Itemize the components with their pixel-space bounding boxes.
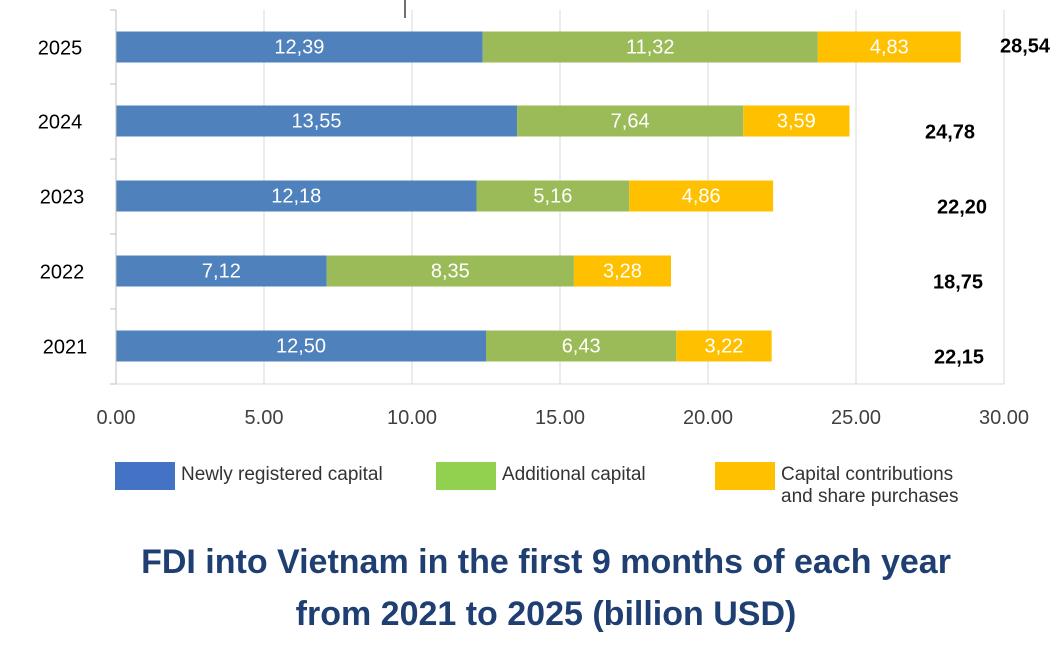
category-label-2024: 2024 (38, 111, 83, 133)
category-label-2021: 2021 (43, 336, 88, 358)
total-label-2022: 18,75 (933, 271, 983, 293)
bar-contrib-2023 (629, 180, 774, 212)
data-label-contrib-2022: 3,28 (603, 260, 642, 282)
legend-label-contributions-line1: Capital contributions (781, 464, 954, 485)
data-labels: 12,39 11,32 4,83 28,54 13,55 7,64 3,59 24,78 12,… (202, 35, 1051, 368)
bar-newly-2021 (116, 330, 486, 362)
data-label-newly-2021: 12,50 (276, 335, 326, 357)
data-label-additional-2022: 8,35 (431, 260, 470, 282)
data-label-contrib-2025: 4,83 (870, 36, 909, 58)
bar-contrib-2024 (743, 105, 850, 137)
bar-newly-2025 (116, 31, 483, 63)
legend-swatch-additional (436, 462, 496, 490)
data-label-additional-2025: 11,32 (626, 36, 675, 58)
legend-item-newly-registered: Newly registered capital (115, 462, 383, 490)
bar-newly-2023 (116, 180, 477, 212)
data-label-newly-2022: 7,12 (202, 260, 241, 282)
legend-swatch-newly-registered (115, 462, 175, 490)
x-tick-label-5: 25.00 (831, 407, 881, 429)
data-label-newly-2025: 12,39 (274, 36, 324, 58)
total-label-2023: 22,20 (937, 196, 987, 218)
chart-title-line1: FDI into Vietnam in the first 9 months o… (141, 543, 951, 581)
legend-item-contributions: Capital contributions and share purchase… (715, 462, 958, 508)
legend-item-additional: Additional capital (436, 462, 646, 490)
bar-newly-2022 (116, 255, 327, 287)
data-label-newly-2023: 12,18 (271, 185, 321, 207)
bar-newly-2024 (116, 105, 518, 137)
legend-label-additional: Additional capital (502, 464, 646, 485)
bar-additional-2024 (517, 105, 744, 137)
legend-label-contributions-line2: and share purchases (781, 486, 959, 507)
bar-contrib-2022 (573, 255, 671, 287)
bar-additional-2025 (482, 31, 818, 63)
bar-contrib-2021 (676, 330, 772, 362)
x-tick-label-4: 20.00 (683, 407, 733, 429)
bar-additional-2021 (486, 330, 677, 362)
data-label-newly-2024: 13,55 (292, 110, 342, 132)
category-label-2025: 2025 (38, 37, 83, 59)
data-label-additional-2024: 7,64 (611, 110, 650, 132)
data-label-additional-2023: 5,16 (533, 185, 572, 207)
category-label-2023: 2023 (40, 186, 85, 208)
data-label-contrib-2024: 3,59 (777, 110, 816, 132)
total-label-2024: 24,78 (925, 121, 975, 143)
bar-segments (116, 31, 961, 362)
total-label-2021: 22,15 (934, 346, 984, 368)
legend-label-newly-registered: Newly registered capital (181, 464, 383, 485)
axes: 0.00 5.00 10.00 15.00 20.00 25.00 30.00 2025 202… (38, 0, 1029, 429)
legend-swatch-contributions (715, 462, 775, 490)
fdi-stacked-bar-chart: 12,39 11,32 4,83 28,54 13,55 7,64 3,59 24,78 12,… (38, 0, 1051, 429)
data-label-contrib-2021: 3,22 (705, 335, 744, 357)
bar-additional-2023 (476, 180, 630, 212)
category-label-2022: 2022 (40, 261, 85, 283)
x-tick-label-6: 30.00 (979, 407, 1029, 429)
data-label-additional-2021: 6,43 (562, 335, 601, 357)
total-label-2025: 28,54 (1000, 35, 1051, 57)
x-tick-label-1: 5.00 (245, 407, 284, 429)
x-tick-label-3: 15.00 (535, 407, 585, 429)
bar-contrib-2025 (817, 31, 961, 63)
x-tick-label-0: 0.00 (97, 407, 136, 429)
bar-additional-2022 (326, 255, 574, 287)
chart-legend: Newly registered capital Additional capi… (0, 462, 1059, 522)
data-label-contrib-2023: 4,86 (682, 185, 721, 207)
x-tick-label-2: 10.00 (387, 407, 437, 429)
chart-title-line2: from 2021 to 2025 (billion USD) (295, 595, 797, 633)
legend-label-contributions: Capital contributions and share purchase… (781, 464, 958, 508)
chart-title: FDI into Vietnam in the first 9 months o… (0, 536, 1059, 640)
